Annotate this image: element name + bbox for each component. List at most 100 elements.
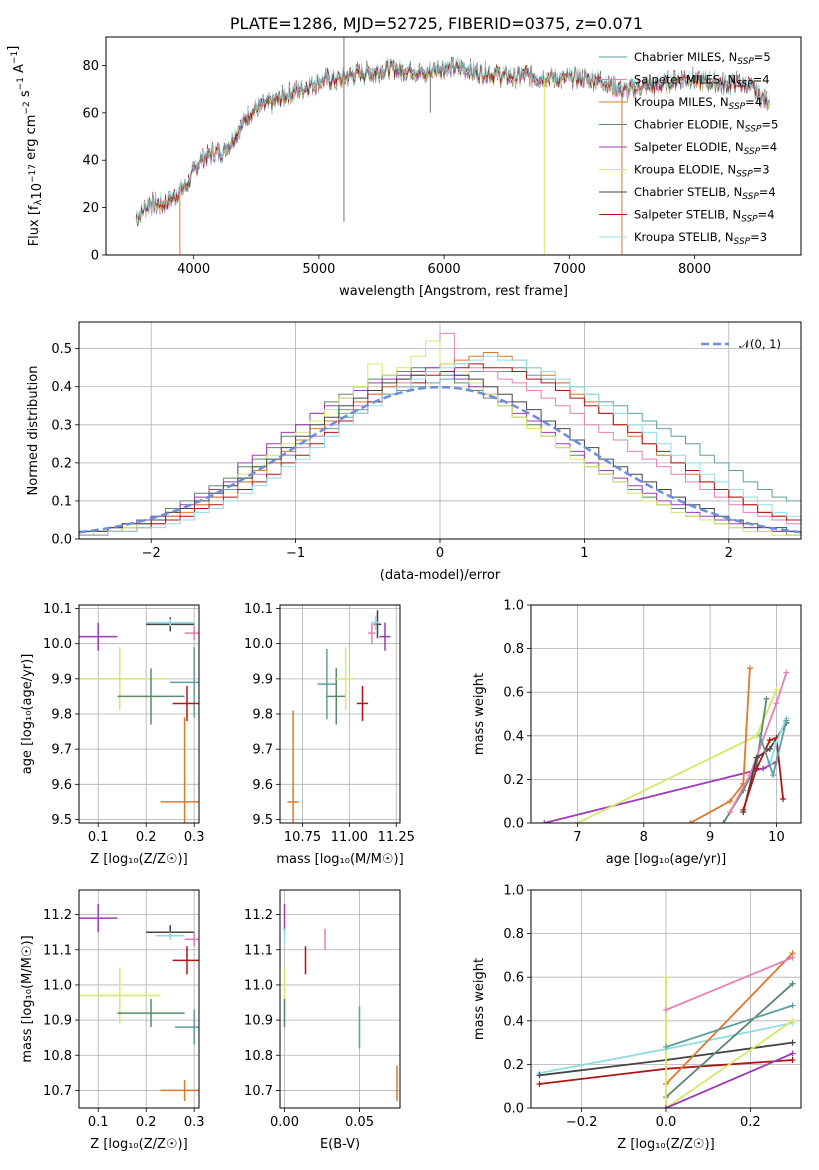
x-tick-label: 0.05 [345,1115,374,1130]
legend-entry: Salpeter ELODIE, NSSP=4 [634,140,777,157]
mass-weight-marker [536,1081,543,1088]
errorbar-points [287,610,391,823]
legend-text: Kroupa MILES, N [634,95,729,109]
x-tick-label: 5000 [302,262,335,277]
y-tick-label: 10.0 [43,637,72,652]
axes-frame [105,36,802,256]
legend-eq: =4 [760,140,777,154]
legend-text: Chabrier ELODIE, N [634,118,745,132]
y-tick-label: 11.2 [244,908,273,923]
mass-weight-marker [763,695,770,702]
legend-eq: =4 [745,95,762,109]
y-tick-label: 11.1 [43,943,72,958]
y-tick-label: 0.8 [503,927,524,942]
mass-weight-series [536,950,796,1108]
mass-weight-line [665,1052,793,1108]
legend-eq: =5 [754,50,771,64]
legend-sub: SSP [744,147,761,157]
mass-weight-line [665,956,793,1011]
y-label-part: λ [33,199,44,205]
mass-weight-marker [780,796,787,803]
x-tick-label: 6000 [428,262,461,277]
legend-entry: Kroupa ELODIE, NSSP=3 [634,163,770,180]
x-axis-label: (data-model)/error [380,568,501,583]
mass-weight-marker [773,739,780,746]
x-tick-label: 0.3 [184,830,205,845]
x-axis-label: Z [log₁₀(Z/Z☉)] [90,852,187,867]
mass-weight-marker [770,772,777,779]
x-tick-label: 7 [573,830,581,845]
y-label-part: erg cm [24,115,39,164]
axes-frame [530,889,802,1109]
y-tick-label: 60 [82,106,99,121]
x-axis-label: Z [log₁₀(Z/Z☉)] [90,1137,187,1152]
normal-curve [79,385,801,534]
axes-frame [78,604,200,824]
x-axis-label: mass [log₁₀(M/M☉)] [276,852,403,867]
legend-entry: Salpeter STELIB, NSSP=4 [634,208,775,225]
x-tick-label: 0.1 [88,830,109,845]
mass-weight-marker [727,798,734,805]
y-tick-label: 0.2 [503,1058,524,1073]
y-tick-label: 0.8 [503,642,524,657]
x-tick-label: 0.0 [656,1115,677,1130]
axes-frame [279,889,401,1109]
y-label-part: A [12,64,27,77]
y-tick-label: 11.0 [244,978,273,993]
mass-weight-marker [574,820,581,823]
mass-weight-line [729,672,788,813]
legend-sub: SSP [745,125,762,135]
mass-weight-marker [773,687,780,694]
y-tick-label: 9.9 [252,672,273,687]
y-label-part: −2 [22,101,32,114]
legend-entry: Kroupa STELIB, NSSP=3 [634,230,767,247]
errorbar-points [79,904,199,1101]
y-label-part: ] [6,46,21,51]
mass-weight-line [665,1004,793,1048]
mass-weight-marker [773,700,780,707]
y-tick-label: 10.1 [43,602,72,617]
mass-weight-marker [663,1043,669,1050]
legend-text: Salpeter MILES, N [634,73,736,87]
legend-eq: =4 [759,185,776,199]
scatter-panel: 0.1 0.2 0.3 10.7 10.8 10.9 11.0 11.1 11.2 Z [log₁… [20,889,205,1152]
y-axis-label: mass weight [472,958,487,1040]
y-label-part: Flux [f [27,205,42,246]
x-tick-label: 0.00 [270,1115,299,1130]
x-tick-label: 2 [725,546,733,561]
chart-title: PLATE=1286, MJD=52725, FIBERID=0375, z=0… [230,14,643,33]
mass-weight-marker [789,1039,796,1046]
y-tick-label: 11.1 [244,943,273,958]
legend-entry: Chabrier STELIB, NSSP=4 [634,185,776,202]
legend-text: Salpeter ELODIE, N [634,140,744,154]
y-tick-label: 0.0 [51,533,72,548]
legend-entry: 𝒩(0, 1) [739,337,781,351]
y-tick-label: 10.8 [43,1049,72,1064]
mass-weight-marker [766,737,773,744]
y-tick-label: 10.9 [43,1014,72,1029]
x-tick-label: 11.00 [331,830,368,845]
mass-weight-series [541,665,790,823]
x-tick-label: −0.2 [566,1115,598,1130]
histogram-panel: −2 −1 0 1 2 0.0 0.1 0.2 0.3 0.4 0.5 (data-model)/er… [26,321,802,583]
legend-text: Kroupa STELIB, N [634,230,734,244]
mass-weight-marker [756,732,763,739]
x-tick-label: 7000 [553,262,586,277]
y-tick-label: 9.8 [51,708,72,723]
legend-sub: SSP [736,170,753,180]
x-axis-label: wavelength [Angstrom, rest frame] [339,284,568,299]
y-tick-label: 20 [82,201,99,216]
y-tick-label: 0.6 [503,971,524,986]
y-tick-label: 0.4 [503,1014,524,1029]
mass-weight-marker [760,765,767,772]
y-tick-label: 9.9 [51,672,72,687]
legend-text: Chabrier MILES, N [634,50,737,64]
y-axis-label: mass [log₁₀(M/M☉)] [20,935,35,1062]
x-axis-label: Z [log₁₀(Z/Z☉)] [617,1137,714,1152]
y-tick-label: 0.3 [51,418,72,433]
mass-weight-line [665,952,794,1085]
legend-sub: SSP [729,102,746,112]
mass-weight-line [665,983,794,1098]
x-tick-label: 1 [580,546,588,561]
